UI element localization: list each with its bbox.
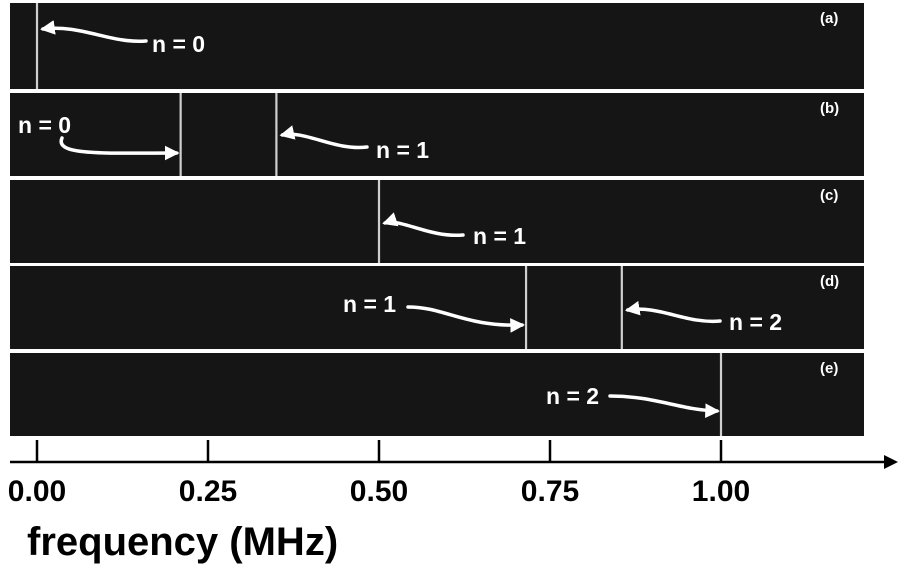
annotation-arrow — [40, 20, 148, 44]
annotation-arrow — [382, 212, 465, 238]
peak-label: n = 2 — [729, 309, 782, 335]
peak-label: n = 1 — [343, 291, 396, 317]
x-axis: 0.00 0.25 0.50 0.75 1.00 frequency (MHz) — [8, 440, 898, 564]
panel-background — [10, 266, 864, 349]
panel-tag: (d) — [820, 273, 839, 290]
annotation-arrow — [406, 305, 525, 333]
x-tick-layer: 0.00 0.25 0.50 0.75 1.00 — [8, 440, 750, 508]
annotation-arrow — [624, 300, 722, 324]
spectrum-panel-e: (e) n = 2 — [10, 353, 864, 436]
x-tick-label: 0.00 — [8, 475, 66, 508]
peak-label: n = 0 — [18, 112, 71, 138]
peak-label: n = 1 — [376, 137, 429, 163]
x-tick-label: 0.75 — [521, 475, 579, 508]
peak-label: n = 2 — [546, 383, 599, 409]
annotation-arrow — [59, 136, 180, 161]
spectrum-panel-c: (c) n = 1 — [10, 180, 864, 263]
panel-background — [10, 3, 864, 89]
x-tick-label: 1.00 — [692, 475, 750, 508]
x-tick-label: 0.50 — [350, 475, 408, 508]
spectrum-panel-d: (d) n = 1 n = 2 — [10, 266, 864, 349]
panel-tag: (c) — [820, 187, 838, 204]
spectrum-panel-a: (a) n = 0 — [10, 3, 864, 89]
panel-background — [10, 180, 864, 263]
panels-layer: (a) n = 0 (b) n = 0 n = 1 (c) n = 1 (d) n = 1 n =… — [10, 3, 864, 436]
panel-tag: (a) — [820, 10, 838, 27]
panel-background — [10, 93, 864, 176]
panel-tag: (b) — [820, 100, 839, 117]
x-axis-label: frequency (MHz) — [27, 520, 338, 564]
spectrum-panel-b: (b) n = 0 n = 1 — [10, 93, 864, 176]
panel-tag: (e) — [820, 360, 838, 377]
annotation-arrow — [279, 125, 369, 150]
peak-label: n = 1 — [473, 223, 526, 249]
panel-background — [10, 353, 864, 436]
peak-label: n = 0 — [152, 31, 205, 57]
annotation-arrow — [608, 394, 720, 419]
x-axis-arrowhead — [884, 455, 898, 469]
x-tick-label: 0.25 — [179, 475, 237, 508]
